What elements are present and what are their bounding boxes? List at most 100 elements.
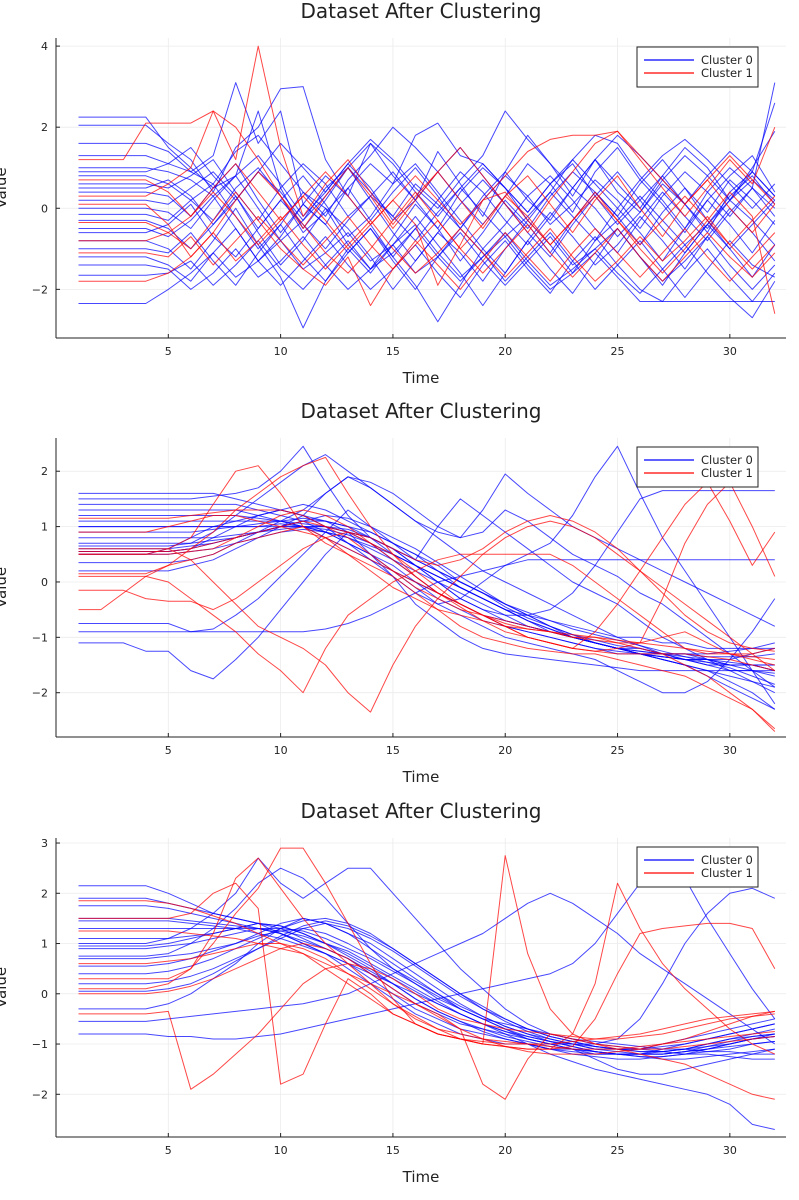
x-axis-label: Time bbox=[402, 1168, 440, 1186]
series-line-cluster-0 bbox=[78, 928, 775, 1058]
x-tick-label: 20 bbox=[498, 744, 512, 757]
series-line-cluster-1 bbox=[78, 215, 776, 282]
series-line-cluster-1 bbox=[78, 520, 776, 713]
y-tick-label: −2 bbox=[32, 687, 48, 700]
series-line-cluster-0 bbox=[78, 857, 775, 1060]
y-tick-label: 0 bbox=[41, 576, 48, 589]
series-line-cluster-0 bbox=[78, 920, 775, 1055]
series-line-cluster-0 bbox=[78, 887, 776, 1045]
series-line-cluster-1 bbox=[78, 481, 776, 649]
x-tick-label: 5 bbox=[165, 744, 172, 757]
x-tick-label: 10 bbox=[274, 345, 288, 358]
y-tick-label: 0 bbox=[41, 202, 48, 215]
series-line-cluster-1 bbox=[78, 45, 776, 238]
x-tick-label: 30 bbox=[723, 1144, 737, 1157]
series-line-cluster-0 bbox=[78, 163, 776, 254]
x-tick-label: 25 bbox=[611, 1144, 625, 1157]
y-tick-label: 2 bbox=[41, 121, 48, 134]
x-tick-label: 25 bbox=[611, 744, 625, 757]
y-tick-label: 1 bbox=[41, 521, 48, 534]
legend-box bbox=[636, 446, 759, 488]
series-line-cluster-0 bbox=[78, 86, 776, 217]
chart-title: Dataset After Clustering bbox=[301, 799, 542, 823]
legend-box bbox=[636, 46, 759, 88]
y-tick-label: −2 bbox=[32, 1088, 48, 1101]
x-tick-label: 20 bbox=[498, 1144, 512, 1157]
series-line-cluster-0 bbox=[78, 228, 776, 319]
chart-title: Dataset After Clustering bbox=[301, 399, 542, 423]
series-line-cluster-0 bbox=[78, 224, 775, 304]
x-axis-label: Time bbox=[402, 768, 440, 786]
x-tick-label: 30 bbox=[723, 744, 737, 757]
series-line-cluster-1 bbox=[78, 456, 775, 666]
chart-panel-2: 5 10 15 20 25 30 −2 −1 0 1 2 Dataset After Clusteri… bbox=[0, 399, 786, 786]
series-line-cluster-1 bbox=[78, 882, 776, 1055]
chart-panel-3: 5 10 15 20 25 30 −2 −1 0 1 2 3 Dataset After Cluster… bbox=[0, 799, 786, 1186]
series-line-cluster-1 bbox=[78, 215, 776, 282]
legend-label: Cluster 0 bbox=[701, 453, 753, 467]
series-line-cluster-1 bbox=[78, 930, 775, 1100]
series-line-cluster-0 bbox=[78, 187, 776, 258]
legend-label: Cluster 0 bbox=[701, 853, 753, 867]
y-axis-label: Value bbox=[0, 167, 10, 208]
series-line-cluster-1 bbox=[78, 553, 775, 694]
series-line-cluster-1 bbox=[78, 882, 776, 1085]
x-tick-label: 15 bbox=[386, 1144, 400, 1157]
series-line-cluster-0 bbox=[78, 897, 775, 1055]
x-tick-label: 15 bbox=[386, 744, 400, 757]
y-tick-label: 2 bbox=[41, 887, 48, 900]
series-line-cluster-0 bbox=[78, 110, 776, 229]
legend-label: Cluster 1 bbox=[701, 66, 753, 80]
series-line-cluster-0 bbox=[78, 445, 776, 705]
series-line-cluster-0 bbox=[78, 473, 776, 627]
x-tick-label: 5 bbox=[165, 1144, 172, 1157]
y-tick-label: 4 bbox=[41, 40, 48, 53]
y-tick-label: −2 bbox=[32, 283, 48, 296]
series-group bbox=[78, 445, 776, 732]
chart-panel-1: 5 10 15 20 25 30 −2 0 2 4 Dataset After Clustering… bbox=[0, 0, 786, 387]
series-line-cluster-1 bbox=[78, 520, 776, 730]
series-line-cluster-0 bbox=[78, 920, 775, 1130]
legend-label: Cluster 1 bbox=[701, 866, 753, 880]
series-line-cluster-0 bbox=[78, 138, 776, 225]
y-tick-label: 1 bbox=[41, 938, 48, 951]
series-line-cluster-1 bbox=[78, 110, 776, 234]
series-line-cluster-0 bbox=[78, 126, 776, 234]
legend-label: Cluster 1 bbox=[701, 466, 753, 480]
series-line-cluster-0 bbox=[78, 490, 775, 616]
y-axis-label: Value bbox=[0, 567, 10, 608]
y-tick-label: 0 bbox=[41, 988, 48, 1001]
x-tick-label: 25 bbox=[611, 345, 625, 358]
series-line-cluster-0 bbox=[78, 167, 776, 234]
y-tick-label: 3 bbox=[41, 837, 48, 850]
legend-box bbox=[636, 846, 759, 888]
series-line-cluster-0 bbox=[78, 224, 776, 298]
x-tick-label: 10 bbox=[274, 1144, 288, 1157]
series-line-cluster-1 bbox=[78, 963, 775, 1090]
x-tick-label: 30 bbox=[723, 345, 737, 358]
x-tick-label: 20 bbox=[498, 345, 512, 358]
series-line-cluster-1 bbox=[78, 191, 776, 286]
series-line-cluster-1 bbox=[78, 481, 776, 644]
series-line-cluster-1 bbox=[78, 526, 775, 660]
series-line-cluster-1 bbox=[78, 465, 776, 732]
series-line-cluster-0 bbox=[78, 183, 776, 270]
x-tick-label: 10 bbox=[274, 744, 288, 757]
y-axis-label: Value bbox=[0, 967, 10, 1008]
series-group bbox=[78, 45, 776, 329]
series-line-cluster-0 bbox=[78, 917, 775, 1075]
y-tick-label: −1 bbox=[32, 1038, 48, 1051]
series-line-cluster-0 bbox=[78, 195, 776, 323]
x-tick-label: 15 bbox=[386, 345, 400, 358]
series-line-cluster-0 bbox=[78, 892, 776, 1045]
x-tick-label: 5 bbox=[165, 345, 172, 358]
y-tick-label: 2 bbox=[41, 465, 48, 478]
series-line-cluster-0 bbox=[78, 445, 775, 649]
y-tick-label: −1 bbox=[32, 631, 48, 644]
series-group bbox=[78, 847, 776, 1130]
chart-title: Dataset After Clustering bbox=[301, 0, 542, 23]
legend-label: Cluster 0 bbox=[701, 53, 753, 67]
series-line-cluster-1 bbox=[78, 515, 775, 652]
series-line-cluster-0 bbox=[78, 228, 776, 302]
